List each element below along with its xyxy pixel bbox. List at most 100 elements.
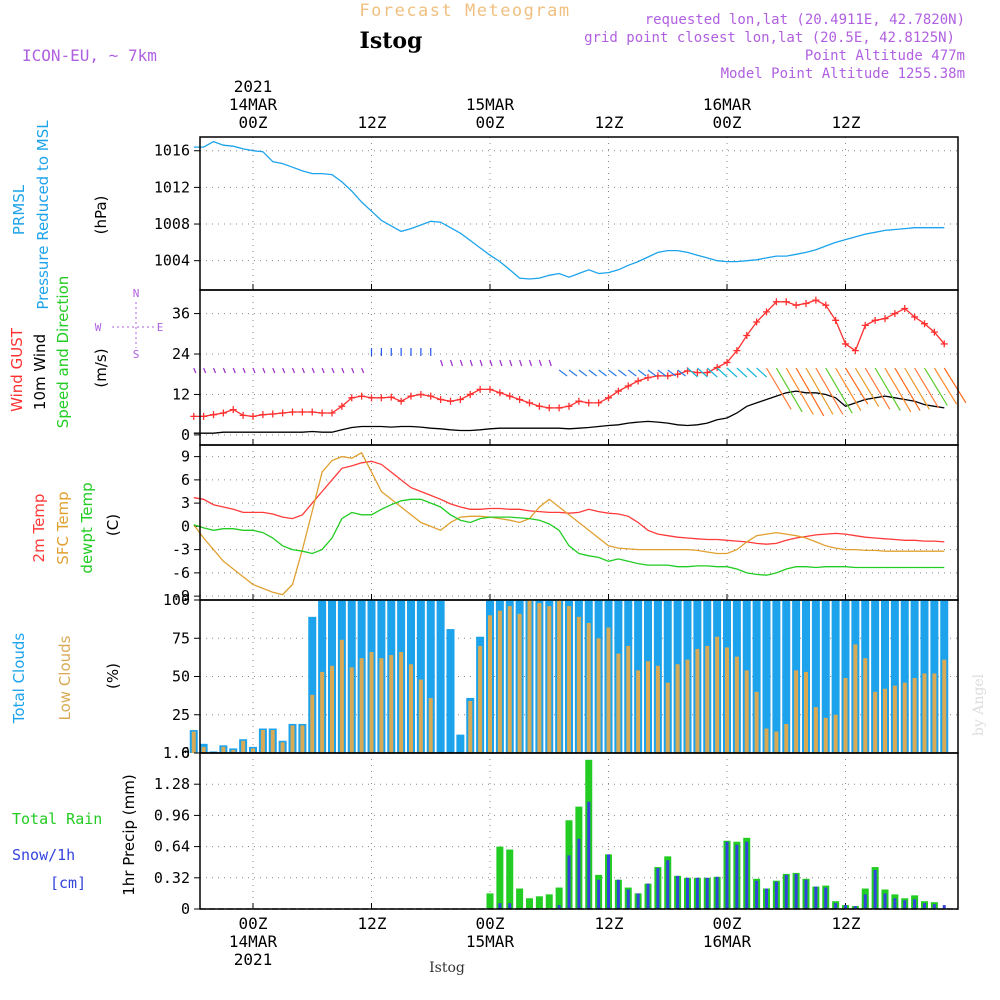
low-cloud-bar (863, 658, 868, 753)
gust-marker (496, 389, 504, 397)
low-cloud-bar (280, 742, 285, 753)
rain-bar (496, 846, 504, 909)
total-cloud-bar (416, 600, 425, 753)
snow-bar (844, 905, 847, 909)
wind-arrow (548, 359, 552, 367)
wind-arrow (923, 367, 948, 406)
gust-marker (822, 301, 830, 309)
gust-marker (605, 394, 612, 402)
snow-bar (942, 905, 946, 909)
snow-bar (676, 875, 680, 909)
low-cloud-bar (507, 606, 512, 753)
wind-arrow (301, 367, 305, 374)
gust-marker (279, 409, 287, 417)
snow-bar (626, 889, 630, 909)
gust-marker (940, 340, 948, 348)
low-cloud-bar (705, 645, 710, 753)
gust-marker (674, 370, 682, 378)
wind-arrow (775, 367, 803, 413)
gust-marker (772, 298, 780, 306)
total-cloud-bar (782, 600, 791, 753)
snow-bar (755, 880, 759, 909)
wind10m-label: 10m Wind (31, 334, 49, 410)
y-tick-label: 1.6 (163, 744, 190, 762)
low-cloud-bar (270, 730, 275, 753)
low-cloud-bar (221, 746, 226, 753)
low-cloud-bar (349, 667, 354, 753)
dewpt-temp-line (193, 498, 945, 576)
gust-marker (328, 409, 336, 417)
snow-bar (508, 903, 512, 909)
low-cloud-bar (734, 656, 739, 753)
snow-bar (587, 801, 591, 909)
snow-bar (557, 905, 561, 909)
wind-arrow (765, 367, 792, 410)
precipitation-frame (199, 752, 959, 910)
total-cloud-bar (456, 734, 465, 753)
gust-marker (308, 408, 316, 416)
snow-bar (863, 894, 867, 909)
low-cloud-bar (330, 665, 334, 753)
wind-arrow (835, 367, 862, 411)
gust-marker (348, 394, 356, 402)
low-cloud-bar (626, 645, 631, 753)
low-cloud-bar (478, 645, 483, 753)
gust-marker (832, 316, 840, 324)
gust-marker (743, 331, 751, 339)
wind-arrow (568, 369, 578, 377)
gust-marker (229, 406, 237, 414)
wind-arrow (232, 367, 236, 374)
top-hour: 12Z (832, 113, 861, 132)
wind-arrow (341, 367, 345, 374)
low-cloud-bar (695, 648, 700, 753)
total-cloud-bar (900, 600, 909, 753)
total-cloud-bar (436, 600, 445, 753)
gust-marker (703, 369, 711, 377)
low-cloud-bar (774, 731, 779, 753)
low-cloud-bar (853, 644, 858, 753)
snow-bar (893, 898, 897, 909)
gust-marker (624, 382, 632, 390)
low-cloud-bar (320, 671, 325, 753)
wind-arrow (736, 367, 748, 378)
low-cloud-bar (567, 606, 571, 753)
wind-arrow (212, 367, 217, 374)
low-cloud-bar (902, 682, 907, 753)
wind-arrow (203, 367, 207, 374)
bottom-year: 2021 (234, 950, 273, 969)
gust-marker (516, 396, 524, 404)
wind-arrow (321, 367, 325, 374)
clouds-panel: 0 25 50 75 100 (163, 591, 959, 762)
gust-marker (535, 402, 543, 410)
wind-arrow (608, 369, 617, 377)
low-cloud-bar (241, 740, 246, 753)
wind-arrow (706, 367, 718, 378)
gust-marker (427, 392, 435, 400)
total-cloud-bar (308, 616, 317, 753)
low-cloud-bar (764, 728, 769, 753)
gust-marker (713, 364, 721, 371)
low-cloud-bar (300, 725, 305, 753)
low-cloud-bar (231, 749, 236, 753)
wind-arrow (756, 367, 768, 378)
prmsl-unit: (hPa) (92, 196, 110, 235)
snow-bar (774, 881, 778, 909)
dewpt-label: dewpt Temp (78, 482, 96, 573)
wind-arrow (933, 367, 958, 405)
low-cloud-bar (813, 707, 818, 753)
snow-bar (695, 877, 699, 909)
bottom-hour: 00Z (713, 914, 742, 933)
y-tick-label: 0 (181, 517, 190, 535)
wind-arrow (459, 359, 463, 367)
sfctemp-label: SFC Temp (54, 491, 72, 564)
rain-bar (526, 898, 533, 909)
low-cloud-bar (655, 665, 660, 753)
model-altitude: Model Point Altitude 1255.38m (721, 66, 965, 82)
total-clouds-label: Total Clouds (10, 633, 28, 725)
wind-arrow (509, 359, 513, 367)
top-date: 15MAR (466, 95, 515, 114)
snow-bar (656, 868, 660, 909)
snow-bar (725, 841, 729, 909)
y-tick-label: 0 (181, 426, 190, 444)
